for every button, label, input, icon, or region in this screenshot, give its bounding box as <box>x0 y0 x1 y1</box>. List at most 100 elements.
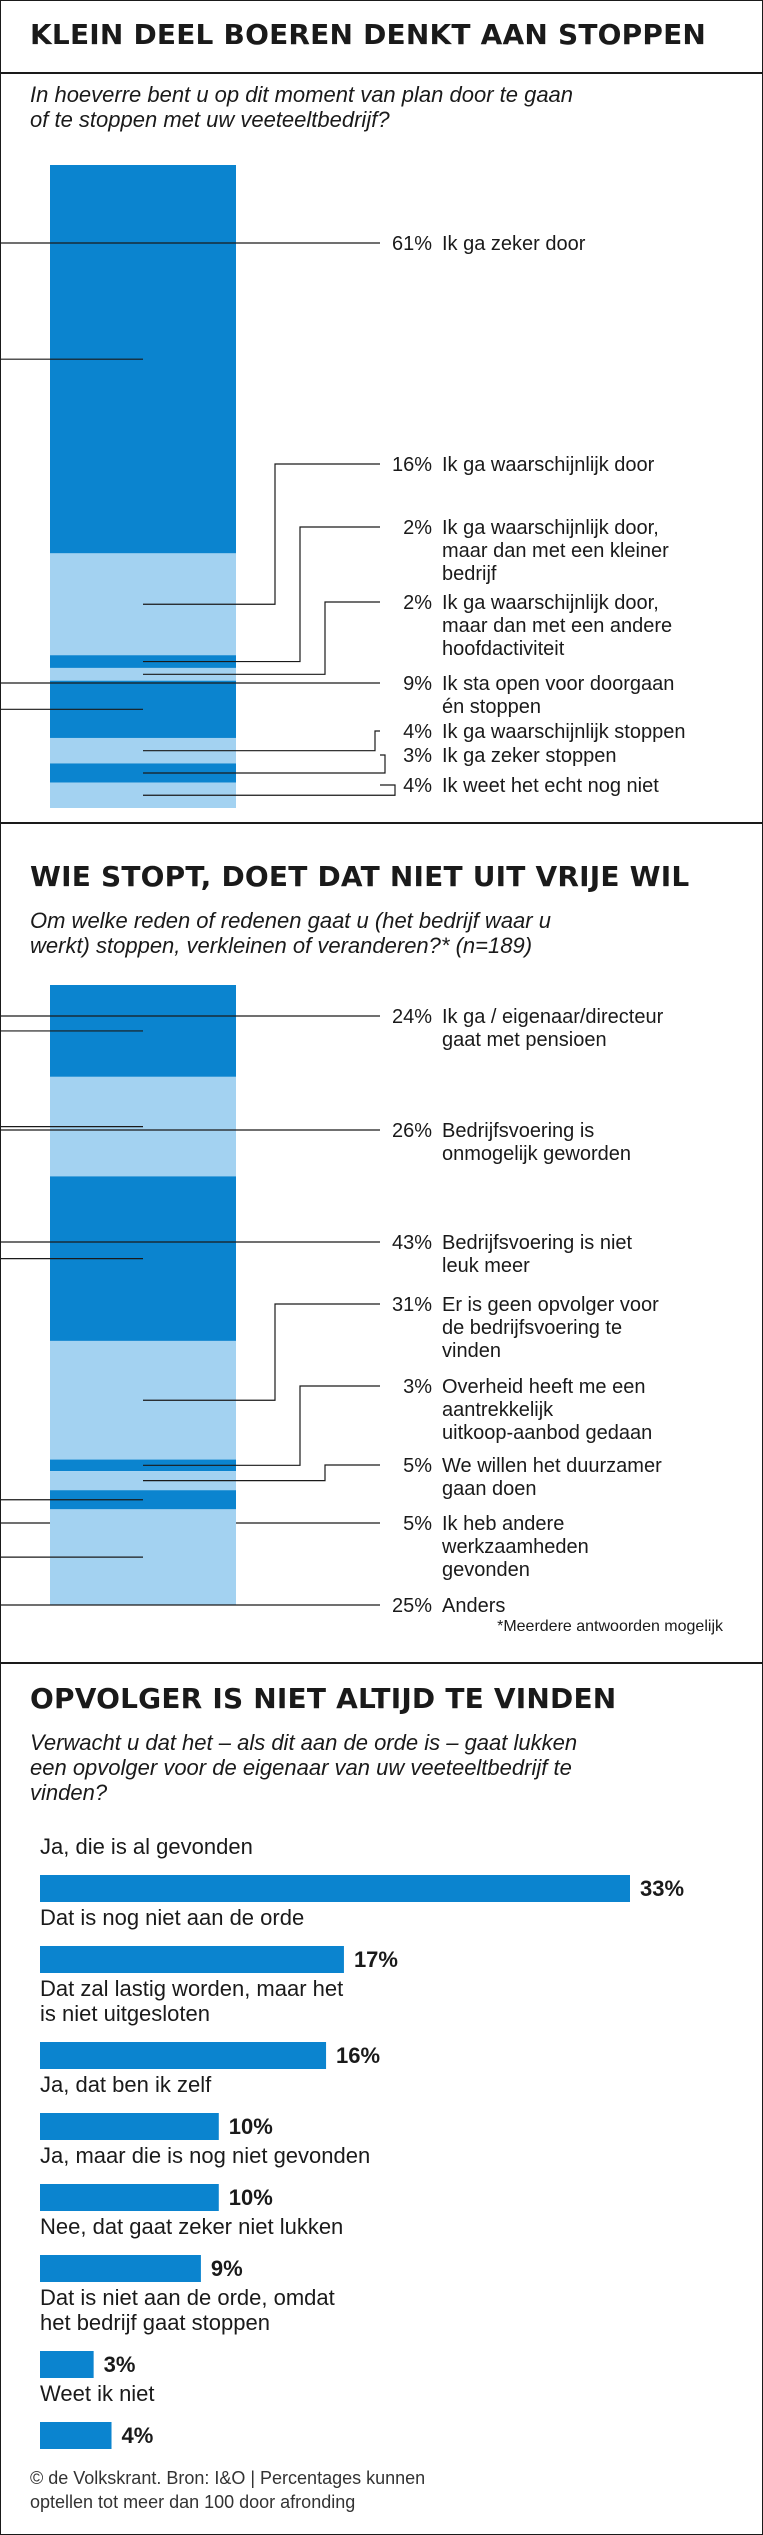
bar <box>40 1946 344 1973</box>
category-label: Bedrijfsvoering is <box>442 1120 594 1142</box>
category-label: Bedrijfsvoering is niet <box>442 1232 633 1254</box>
value-label: 2% <box>403 592 432 614</box>
category-label: bedrijf <box>442 563 497 585</box>
value-label: 24% <box>392 1006 432 1028</box>
leader-line <box>143 730 380 752</box>
category-label: Ik ga zeker door <box>442 233 586 255</box>
value-label: 3% <box>403 745 432 767</box>
bar-value-label: 33% <box>640 1876 684 1901</box>
bar-category-label: Nee, dat gaat zeker niet lukken <box>40 2214 343 2239</box>
category-label: Ik sta open voor doorgaan <box>442 673 674 695</box>
value-label: 43% <box>392 1232 432 1254</box>
leader-line <box>0 1556 380 1606</box>
leader-line <box>143 784 396 796</box>
bar-category-label: Dat zal lastig worden, maar het <box>40 1976 343 2001</box>
category-label: We willen het duurzamer <box>442 1455 662 1477</box>
category-label: gaat met pensioen <box>442 1029 607 1051</box>
value-label: 5% <box>403 1455 432 1477</box>
bar-category-label: Ja, die is al gevonden <box>40 1834 253 1859</box>
bar-value-label: 16% <box>336 2043 380 2068</box>
leader-line <box>0 1126 380 1131</box>
category-label: onmogelijk geworden <box>442 1143 631 1165</box>
divider <box>0 1662 763 1664</box>
category-label: gaan doen <box>442 1478 537 1500</box>
value-label: 3% <box>403 1376 432 1398</box>
category-label: gevonden <box>442 1559 530 1581</box>
divider <box>0 822 763 824</box>
category-label: aantrekkelijk <box>442 1399 554 1421</box>
leader-line <box>143 463 380 605</box>
section-3-title: OPVOLGER IS NIET ALTIJD TE VINDEN <box>30 1682 617 1715</box>
leader-line <box>0 1015 380 1032</box>
bar-value-label: 10% <box>229 2185 273 2210</box>
category-label: uitkoop-aanbod gedaan <box>442 1422 652 1444</box>
leader-line <box>143 601 380 675</box>
category-label: hoofdactiviteit <box>442 638 565 660</box>
leader-line <box>143 1464 380 1482</box>
leader-line <box>0 242 380 360</box>
bar-category-label: Dat is niet aan de orde, omdat <box>40 2285 335 2310</box>
leader-line <box>0 1241 380 1260</box>
value-label: 5% <box>403 1513 432 1535</box>
category-label: Ik ga waarschijnlijk door <box>442 454 655 476</box>
category-label: Ik heb andere <box>442 1513 564 1535</box>
category-label: werkzaamheden <box>441 1536 589 1558</box>
value-label: 4% <box>403 721 432 743</box>
bar-category-label: Ja, dat ben ik zelf <box>40 2072 212 2097</box>
value-label: 9% <box>403 673 432 695</box>
leader-line <box>143 754 386 774</box>
bar <box>40 2422 112 2449</box>
category-label: leuk meer <box>442 1255 530 1277</box>
category-label: Overheid heeft me een <box>442 1376 645 1398</box>
footer-credit: © de Volkskrant. Bron: I&O | Percentages… <box>30 2468 426 2512</box>
footnote: *Meerdere antwoorden mogelijk <box>497 1618 723 1635</box>
category-label: de bedrijfsvoering te <box>442 1317 622 1339</box>
bar-value-label: 3% <box>104 2352 136 2377</box>
bar-category-label: Weet ik niet <box>40 2381 155 2406</box>
leader-line <box>143 1303 380 1401</box>
category-label: Ik weet het echt nog niet <box>442 775 659 797</box>
bar-category-label: Dat is nog niet aan de orde <box>40 1905 304 1930</box>
divider <box>0 72 763 74</box>
leader-line <box>0 682 380 710</box>
category-label: én stoppen <box>442 696 541 718</box>
bar <box>40 2351 94 2378</box>
bar-category-label: is niet uitgesloten <box>40 2001 210 2026</box>
category-label: Ik ga waarschijnlijk door, <box>442 592 659 614</box>
leader-line <box>143 526 380 663</box>
category-label: Ik ga / eigenaar/directeur <box>442 1006 664 1028</box>
category-label: Anders <box>442 1595 505 1617</box>
category-label: maar dan met een andere <box>442 615 672 637</box>
value-label: 25% <box>392 1595 432 1617</box>
section-1-title: KLEIN DEEL BOEREN DENKT AAN STOPPEN <box>30 18 707 51</box>
value-label: 26% <box>392 1120 432 1142</box>
bar-value-label: 10% <box>229 2114 273 2139</box>
category-label: Er is geen opvolger voor <box>442 1294 659 1316</box>
bar <box>40 2255 201 2282</box>
section-1-question: In hoeverre bent u op dit moment van pla… <box>30 82 574 132</box>
bar <box>40 1875 630 1902</box>
section-2-question: Om welke reden of redenen gaat u (het be… <box>30 908 551 958</box>
section-3-question: Verwacht u dat het – als dit aan de orde… <box>30 1730 578 1805</box>
value-label: 16% <box>392 454 432 476</box>
bar-value-label: 4% <box>122 2423 154 2448</box>
category-label: Ik ga waarschijnlijk door, <box>442 517 659 539</box>
bar <box>40 2042 327 2069</box>
bar-value-label: 9% <box>211 2256 243 2281</box>
value-label: 2% <box>403 517 432 539</box>
value-label: 31% <box>392 1294 432 1316</box>
leader-line <box>143 1385 380 1466</box>
value-label: 4% <box>403 775 432 797</box>
section-2-title: WIE STOPT, DOET DAT NIET UIT VRIJE WIL <box>30 860 690 893</box>
bar <box>40 2113 219 2140</box>
category-label: maar dan met een kleiner <box>442 540 669 562</box>
bar-value-label: 17% <box>354 1947 398 1972</box>
bar <box>40 2184 219 2211</box>
bar-category-label: Ja, maar die is nog niet gevonden <box>40 2143 370 2168</box>
bar-category-label: het bedrijf gaat stoppen <box>40 2310 270 2335</box>
category-label: Ik ga waarschijnlijk stoppen <box>442 721 685 743</box>
